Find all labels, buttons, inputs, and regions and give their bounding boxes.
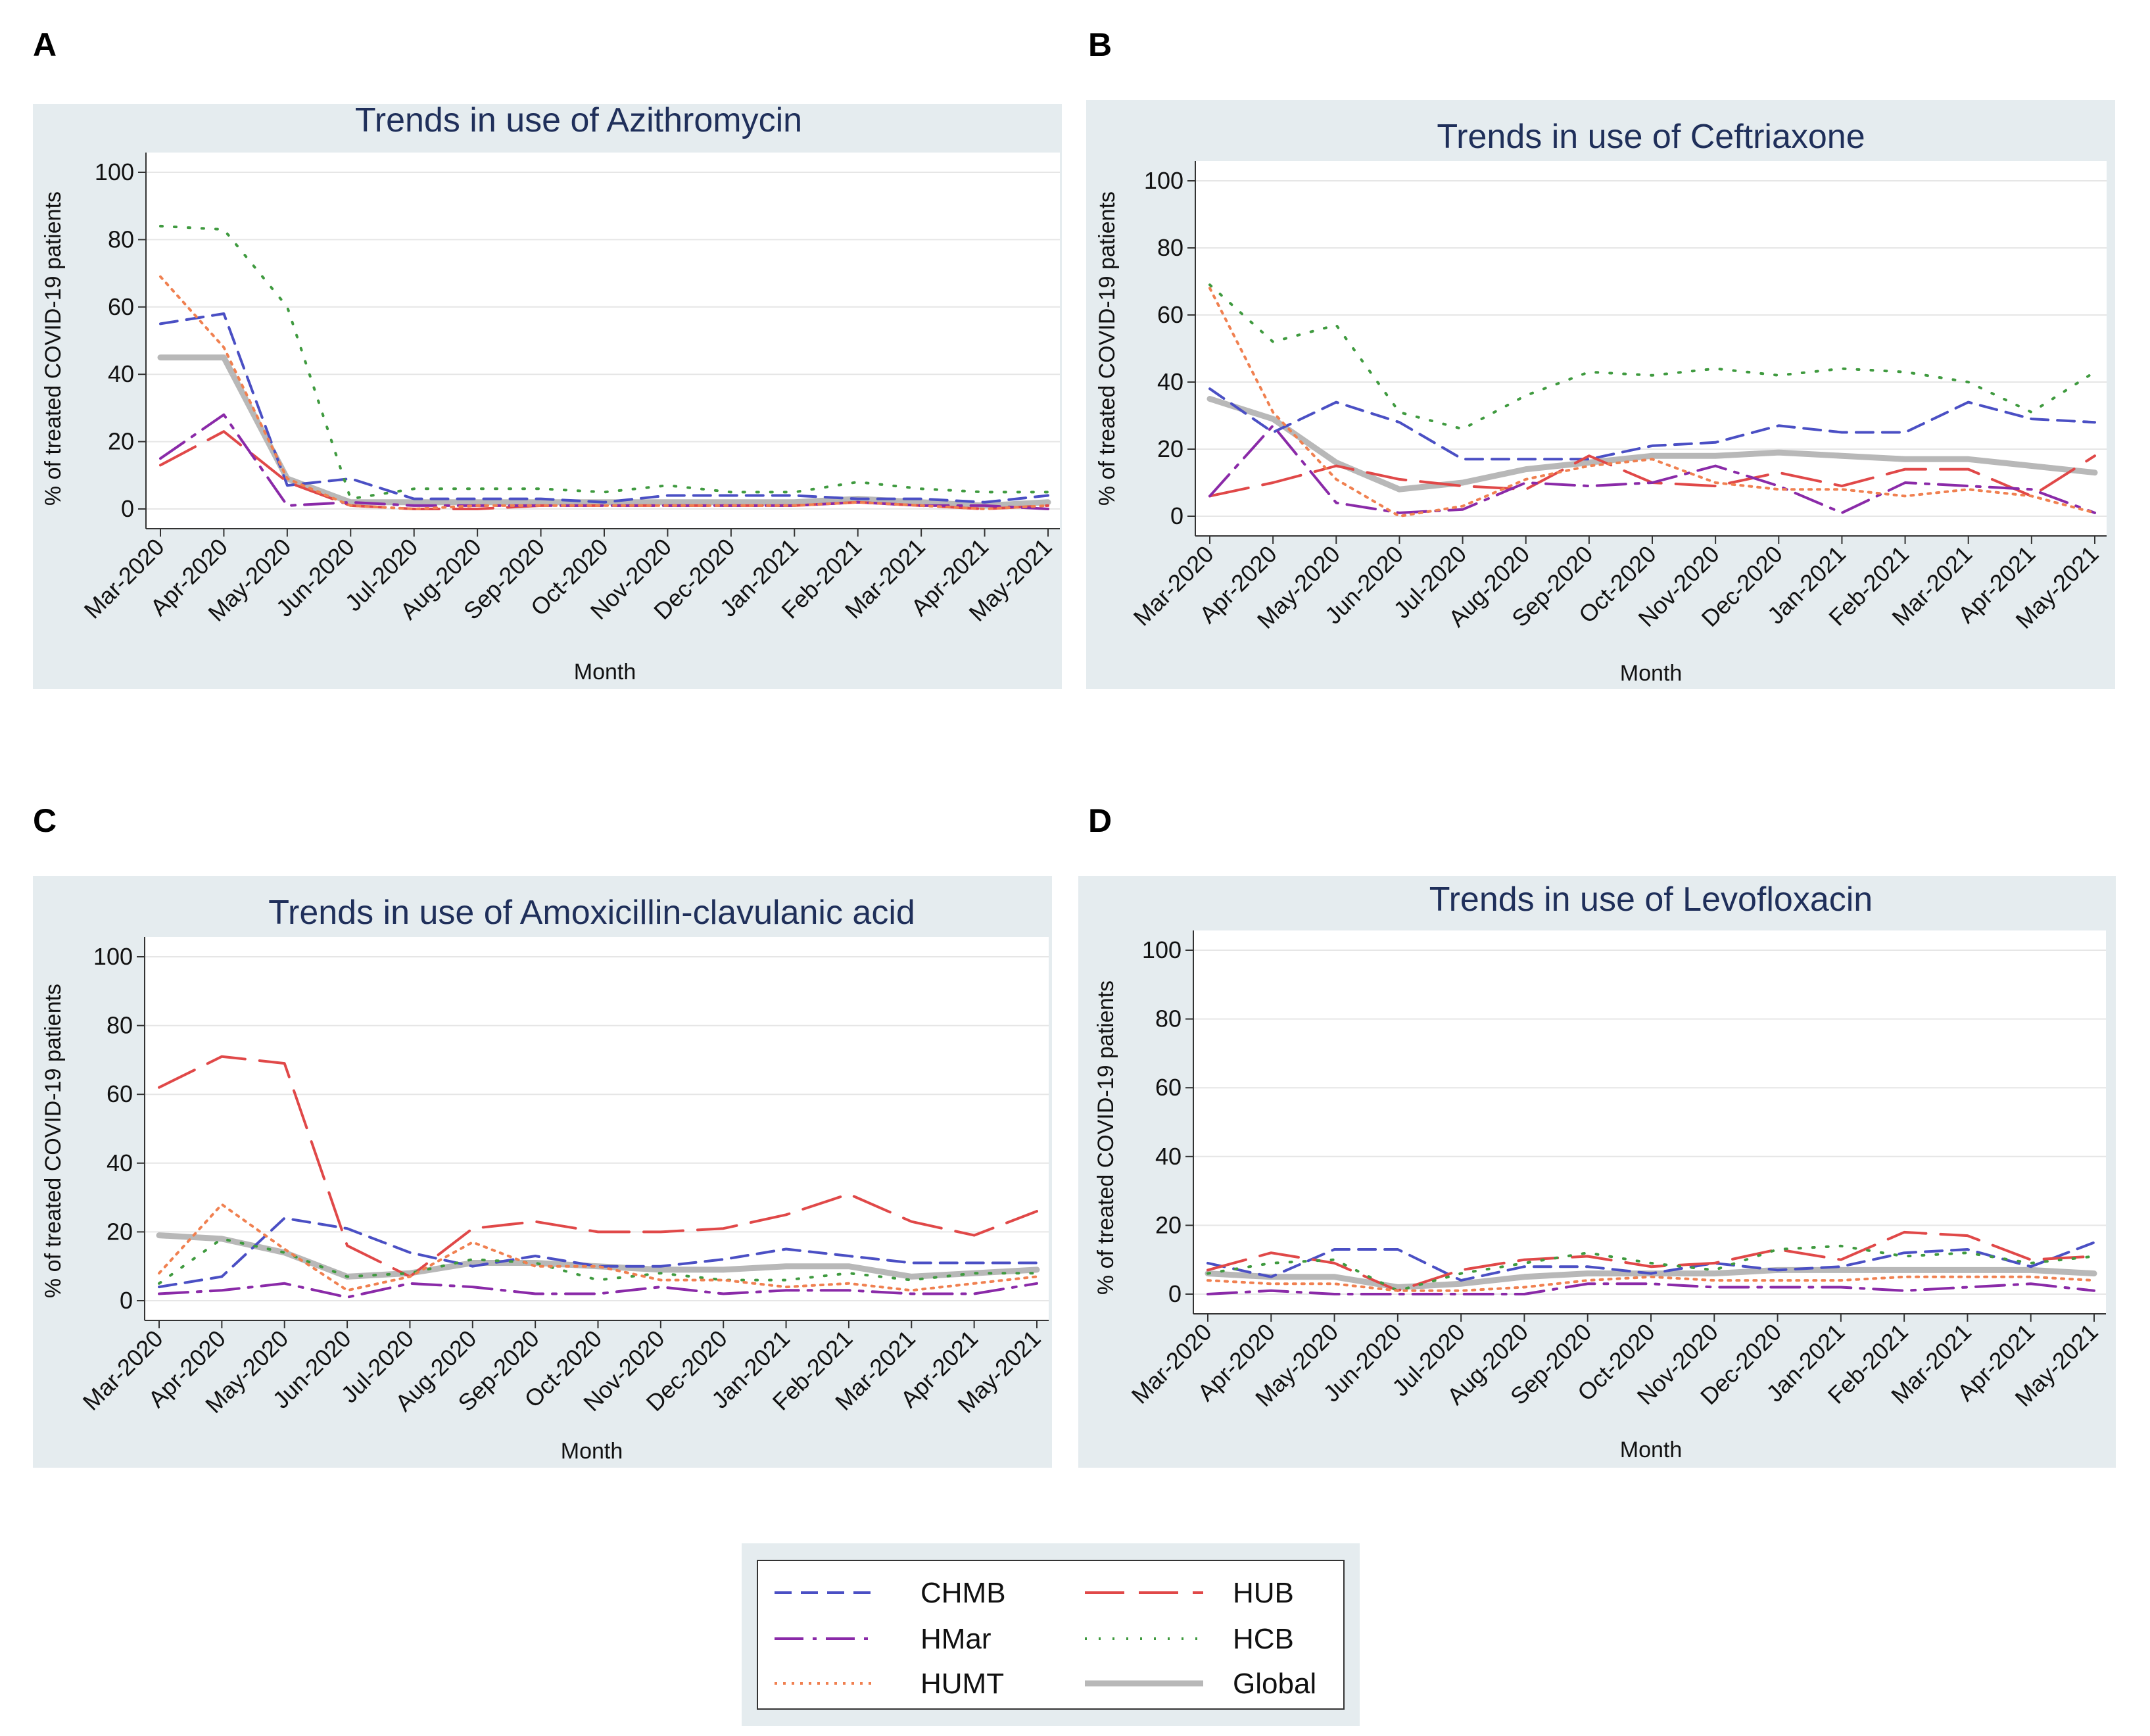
y-tick-label: 60: [108, 293, 134, 320]
y-tick-label: 0: [120, 1287, 133, 1314]
series-line-humt: [1208, 287, 2096, 518]
y-tick-label: 80: [108, 226, 134, 253]
y-tick-label: 20: [1157, 435, 1183, 462]
y-tick-label: 100: [93, 943, 133, 970]
y-tick-label: 20: [107, 1218, 133, 1245]
series-line-chmb: [158, 1217, 1038, 1289]
chart-title: Trends in use of Ceftriaxone: [1437, 118, 1865, 156]
x-axis-label: Month: [561, 1439, 623, 1464]
chart-panel-A: A Trends in use of Azithromycin 0 20 40 60 80 1…: [33, 26, 1062, 689]
series-line-hcb: [159, 224, 1049, 500]
y-tick-label: 20: [108, 428, 134, 455]
chart-panel-B: B Trends in use of Ceftriaxone 0 20 40 60 80 10…: [1086, 26, 2115, 689]
legend-label: HUMT: [920, 1668, 1004, 1700]
legend-label: HCB: [1233, 1623, 1294, 1655]
y-tick-label: 100: [1144, 167, 1183, 194]
series-line-hmar: [1206, 1282, 2095, 1295]
panel-label: A: [33, 26, 57, 63]
legend-label: Global: [1233, 1668, 1316, 1700]
chart-title: Trends in use of Azithromycin: [355, 101, 802, 139]
series-line-humt: [158, 1203, 1038, 1292]
panel-label: B: [1088, 26, 1112, 63]
y-tick-label: 80: [107, 1012, 133, 1039]
series-line-global: [156, 1232, 1040, 1280]
series-line-chmb: [159, 312, 1049, 504]
y-tick-label: 0: [1170, 502, 1183, 529]
chart-panel-C: C Trends in use of Amoxicillin-clavulanic…: [33, 802, 1052, 1468]
series-line-hub: [159, 430, 1049, 510]
x-axis-label: Month: [1620, 661, 1683, 686]
series-line-humt: [1206, 1275, 2095, 1292]
y-axis-label: % of treated COVID-19 patients: [1095, 191, 1120, 506]
x-axis-label: Month: [574, 660, 636, 685]
plot-area: [1193, 930, 2106, 1314]
series-line-hmar: [1208, 424, 2096, 514]
y-tick-label: 60: [107, 1080, 133, 1107]
chart-panel-D: D Trends in use of Levofloxacin 0 20 40 60 80 1…: [1078, 802, 2116, 1468]
series-line-hcb: [1208, 283, 2096, 431]
legend-label: HUB: [1233, 1577, 1294, 1609]
legend-box: [757, 1560, 1345, 1710]
chart-title: Trends in use of Amoxicillin-clavulanic …: [268, 894, 915, 932]
y-tick-label: 80: [1157, 234, 1183, 261]
y-tick-label: 100: [1142, 936, 1182, 963]
y-tick-label: 60: [1157, 301, 1183, 328]
series-line-humt: [159, 275, 1049, 510]
plot-area: [146, 153, 1060, 529]
legend-label: CHMB: [920, 1577, 1006, 1609]
legend: CHMB HUB HMar HCB HUMT Global: [742, 1543, 1360, 1726]
y-tick-label: 60: [1155, 1074, 1182, 1101]
y-tick-label: 80: [1155, 1005, 1182, 1032]
series-line-chmb: [1208, 387, 2096, 461]
plot-area: [1195, 161, 2107, 536]
legend-label: HMar: [920, 1623, 991, 1655]
panel-label: D: [1088, 802, 1112, 839]
y-tick-label: 0: [121, 495, 134, 522]
series-line-global: [1206, 396, 2098, 493]
chart-title: Trends in use of Levofloxacin: [1429, 880, 1873, 919]
panel-label: C: [33, 802, 57, 839]
y-tick-label: 100: [95, 158, 134, 185]
y-tick-label: 20: [1155, 1211, 1182, 1238]
y-tick-label: 0: [1168, 1280, 1182, 1307]
series-line-hcb: [1206, 1244, 2095, 1292]
series-line-hmar: [159, 413, 1049, 510]
y-axis-label: % of treated COVID-19 patients: [41, 191, 66, 506]
series-line-hub: [158, 1055, 1038, 1278]
y-tick-label: 40: [1155, 1143, 1182, 1170]
y-axis-label: % of treated COVID-19 patients: [41, 984, 66, 1298]
y-tick-label: 40: [1157, 368, 1183, 395]
y-tick-label: 40: [108, 360, 134, 387]
y-axis-label: % of treated COVID-19 patients: [1093, 980, 1118, 1295]
x-axis-label: Month: [1620, 1437, 1683, 1462]
y-tick-label: 40: [107, 1149, 133, 1176]
series-line-chmb: [1206, 1241, 2095, 1282]
series-line-hub: [1206, 1230, 2095, 1292]
series-line-hmar: [158, 1282, 1038, 1299]
